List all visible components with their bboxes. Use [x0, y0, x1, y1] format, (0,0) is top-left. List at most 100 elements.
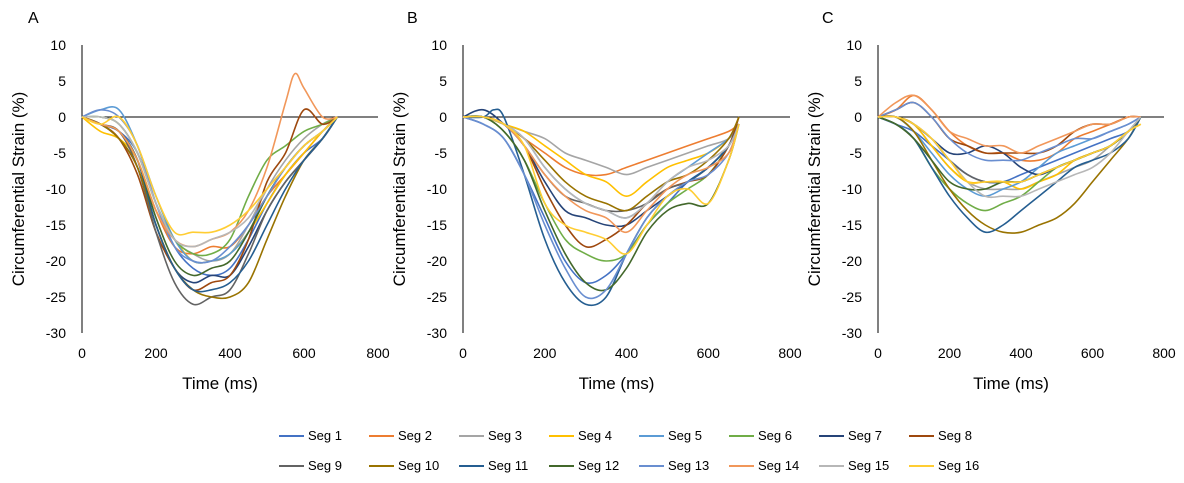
y-tick-label: 0	[854, 109, 862, 125]
x-tick-label: 0	[459, 345, 467, 361]
x-axis-title: Time (ms)	[579, 374, 655, 393]
legend-label: Seg 16	[938, 458, 979, 473]
y-tick-label: -15	[46, 217, 66, 233]
legend-item: Seg 6	[729, 428, 792, 443]
x-tick-label: 600	[292, 345, 316, 361]
legend-item: Seg 2	[369, 428, 432, 443]
series-line-seg-8	[81, 108, 338, 292]
legend-label: Seg 3	[488, 428, 522, 443]
y-tick-label: 5	[439, 73, 447, 89]
legend-label: Seg 11	[488, 458, 528, 473]
legend-label: Seg 12	[578, 458, 619, 473]
y-tick-label: -30	[46, 325, 66, 341]
x-tick-label: 400	[1009, 345, 1033, 361]
legend-item: Seg 12	[549, 458, 619, 473]
x-tick-label: 200	[533, 345, 557, 361]
legend-item: Seg 16	[909, 458, 979, 473]
y-tick-label: -30	[842, 325, 862, 341]
legend: Seg 1 Seg 2 Seg 3 Seg 4 Seg 5 Seg 6 Seg 7 Seg 8…	[279, 428, 979, 473]
legend-item: Seg 9	[279, 458, 342, 473]
y-tick-label: -25	[46, 289, 66, 305]
series-line-seg-2	[81, 116, 338, 255]
legend-item: Seg 5	[639, 428, 702, 443]
legend-label: Seg 7	[848, 428, 882, 443]
y-tick-label: 10	[846, 37, 862, 53]
y-tick-label: -25	[427, 289, 447, 305]
y-tick-label: 5	[58, 73, 66, 89]
chart-panel-c: C 10 5 0 -5 -10 -15 -20 -25 -30 0 200 400 600 800 Time …	[805, 10, 1176, 393]
legend-item: Seg 3	[459, 428, 522, 443]
series-line-seg-11	[462, 108, 740, 307]
y-tick-label: -5	[54, 145, 67, 161]
legend-label: Seg 8	[938, 428, 972, 443]
series-line-seg-16	[877, 115, 1142, 185]
legend-label: Seg 14	[758, 458, 799, 473]
series-line-seg-4	[462, 115, 740, 197]
legend-label: Seg 5	[668, 428, 702, 443]
y-tick-label: -20	[427, 253, 447, 269]
legend-label: Seg 4	[578, 428, 612, 443]
x-axis-title: Time (ms)	[973, 374, 1049, 393]
legend-label: Seg 1	[308, 428, 342, 443]
series-line-seg-6	[81, 115, 338, 257]
legend-item: Seg 4	[549, 428, 612, 443]
legend-item: Seg 10	[369, 458, 439, 473]
y-tick-label: 10	[50, 37, 66, 53]
panel-label: B	[407, 10, 418, 27]
series-line-seg-7	[877, 115, 1142, 176]
series-line-seg-11	[877, 116, 1142, 234]
y-tick-label: -10	[427, 181, 447, 197]
x-tick-label: 200	[144, 345, 168, 361]
y-tick-label: -25	[842, 289, 862, 305]
legend-label: Seg 10	[398, 458, 439, 473]
legend-item: Seg 1	[279, 428, 342, 443]
y-tick-label: -10	[842, 181, 862, 197]
x-tick-label: 0	[78, 345, 86, 361]
legend-item: Seg 13	[639, 458, 709, 473]
y-tick-label: -20	[842, 253, 862, 269]
x-tick-label: 800	[778, 345, 802, 361]
y-axis-title: Circumferential Strain (%)	[9, 92, 28, 287]
legend-label: Seg 9	[308, 458, 342, 473]
legend-item: Seg 8	[909, 428, 972, 443]
chart-panel-a: A 10 5 0 -5 -10 -15 -20 -25 -30 0 200 400 600 800 Time …	[9, 10, 390, 393]
x-tick-label: 200	[938, 345, 962, 361]
legend-label: Seg 2	[398, 428, 432, 443]
series-line-seg-1	[877, 116, 1142, 184]
y-tick-label: 0	[58, 109, 66, 125]
legend-label: Seg 15	[848, 458, 889, 473]
y-tick-label: 0	[439, 109, 447, 125]
series-line-seg-8	[462, 115, 740, 248]
series-line-seg-10	[81, 116, 338, 300]
y-tick-label: -15	[842, 217, 862, 233]
series-line-seg-13	[462, 116, 740, 300]
x-tick-label: 800	[366, 345, 390, 361]
x-axis-title: Time (ms)	[182, 374, 258, 393]
series-line-seg-16	[81, 115, 338, 236]
y-tick-label: -5	[850, 145, 863, 161]
y-axis-title: Circumferential Strain (%)	[390, 92, 409, 287]
y-tick-label: -5	[435, 145, 448, 161]
y-axis-title: Circumferential Strain (%)	[805, 92, 824, 287]
y-tick-label: -10	[46, 181, 66, 197]
legend-label: Seg 13	[668, 458, 709, 473]
y-tick-label: -30	[427, 325, 447, 341]
y-tick-label: 10	[431, 37, 447, 53]
panel-label: A	[28, 10, 39, 27]
x-tick-label: 400	[218, 345, 242, 361]
x-tick-label: 400	[615, 345, 639, 361]
series-line-seg-10	[877, 115, 1142, 234]
chart-panel-b: B 10 5 0 -5 -10 -15 -20 -25 -30 0 200 400 600 800 Time …	[390, 10, 802, 393]
series-line-seg-15	[81, 115, 338, 248]
y-tick-label: -20	[46, 253, 66, 269]
panel-label: C	[822, 10, 834, 27]
series-line-seg-6	[462, 115, 740, 262]
x-tick-label: 600	[1081, 345, 1105, 361]
legend-label: Seg 6	[758, 428, 792, 443]
legend-item: Seg 15	[819, 458, 889, 473]
legend-item: Seg 7	[819, 428, 882, 443]
series-line-seg-14	[877, 94, 1141, 154]
series-line-seg-13	[877, 101, 1142, 162]
x-tick-label: 0	[874, 345, 882, 361]
